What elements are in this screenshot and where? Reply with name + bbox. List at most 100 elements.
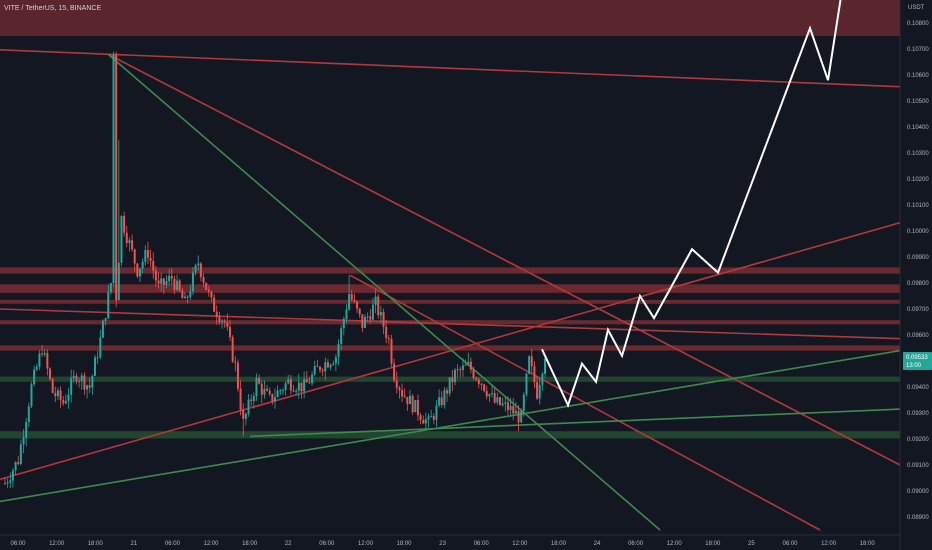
candle-body [189,291,192,298]
candle-body [467,361,470,365]
candle-body [348,294,351,310]
candle-body [287,379,290,384]
candle-body [350,294,353,300]
candle-body [162,278,165,285]
candle-body [305,379,308,383]
x-tick-label: 18:00 [396,541,412,547]
candle-body [316,366,319,368]
projection-path [541,0,842,408]
y-tick-label: 0.08900 [907,515,929,521]
candle-body [14,462,17,471]
candle-body [109,283,112,293]
x-tick-label: 06:00 [782,541,798,547]
candle-body [101,320,104,338]
candle-body [456,369,459,371]
candle-body [83,375,86,390]
candle-body [480,383,483,385]
y-tick-label: 0.09900 [907,255,929,261]
x-tick-label: 18:00 [705,541,721,547]
candle-body [250,399,253,402]
candle-body [152,260,155,271]
candle-body [223,320,226,323]
candle-body [160,278,163,284]
candle-body [517,410,520,423]
candle-body [419,415,422,420]
trendline-resistance-1 [107,53,901,466]
candle-body [544,359,546,374]
candle-body [258,378,261,384]
candle-body [297,382,300,391]
candle-body [493,393,496,403]
candle-body [157,280,160,284]
candle-body [461,365,464,370]
candle-body [202,276,205,283]
quote-currency-label: USDT [908,5,925,11]
candle-body [96,357,99,359]
y-tick-label: 0.09300 [907,411,929,417]
candle-body [469,361,472,370]
candle-body [210,291,213,298]
y-tick-label: 0.09100 [907,463,929,469]
candle-body [379,312,382,316]
candle-body [366,316,369,318]
candle-body [321,370,324,372]
candle-body [427,416,430,420]
y-tick-label: 0.09000 [907,489,929,495]
candle-body [459,369,462,371]
candle-body [509,405,512,411]
y-tick-label: 0.09400 [907,385,929,391]
y-tick-label: 0.10200 [907,177,929,183]
candle-body [197,263,200,266]
candle-body [416,400,419,416]
candle-body [59,390,62,401]
candle-body [231,337,234,362]
candle-body [181,290,184,299]
candle-body [184,296,186,299]
trendline-support-7 [249,408,901,438]
candle-body [424,419,427,424]
candle-body [194,265,197,273]
candle-body [284,383,287,390]
candle-body [295,390,298,392]
x-tick-label: 12:00 [49,541,65,547]
candle-body [385,326,388,339]
candle-body [244,413,247,419]
candle-body [411,395,414,413]
candle-body [205,282,208,290]
candle-body [451,377,454,383]
y-tick-label: 0.09200 [907,437,929,443]
candle-body [260,383,263,395]
candle-body [104,318,107,321]
candle-body [440,397,443,406]
candle-body [390,338,393,364]
y-tick-label: 0.10800 [907,21,929,27]
candle-body [319,366,321,371]
candle-body [213,297,216,312]
candle-body [485,391,488,397]
candle-body [252,395,255,402]
trendline-resistance-3 [0,221,901,481]
y-tick-label: 0.10300 [907,151,929,157]
y-tick-label: 0.10600 [907,73,929,79]
trendlines [0,48,901,531]
candle-body [9,480,12,483]
candle-body [342,318,345,329]
x-tick-label: 21 [130,541,137,547]
price-axis [900,0,932,550]
last-price-time: 13:00 [906,363,922,369]
candle-body [488,394,491,397]
candle-body [120,216,123,263]
candle-body [491,393,494,395]
candlestick-series [4,51,546,488]
candle-body [279,390,282,392]
candle-body [136,263,139,277]
candle-body [226,322,229,328]
y-tick-label: 0.10500 [907,99,929,105]
candle-body [382,312,385,327]
candle-body [178,280,181,291]
candle-body [496,397,499,403]
candle-body [337,343,340,358]
candle-body [27,406,30,423]
x-tick-label: 23 [439,541,446,547]
